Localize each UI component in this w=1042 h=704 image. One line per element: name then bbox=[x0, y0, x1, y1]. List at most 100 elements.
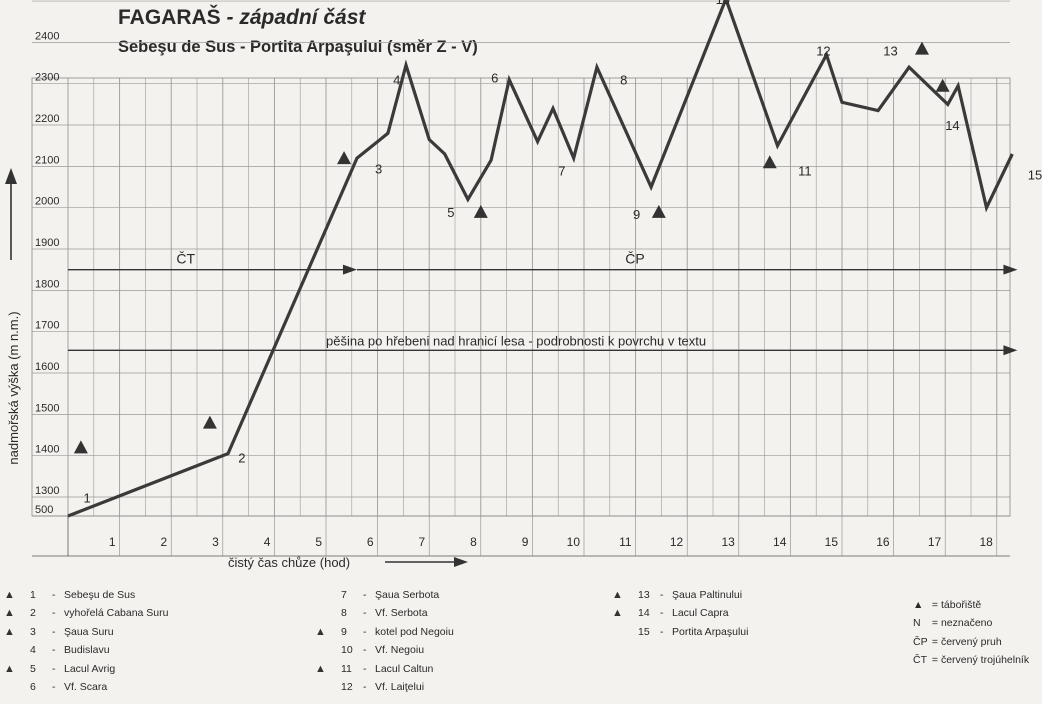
campsite-markers bbox=[73, 41, 950, 454]
legend-number: 9 bbox=[341, 625, 347, 638]
route-marker-label: ČT bbox=[176, 251, 195, 267]
x-tick-label: 2 bbox=[161, 535, 168, 549]
legend-dash: - bbox=[52, 607, 56, 620]
key-text: = tábořiště bbox=[929, 599, 982, 611]
key-symbol: ČT bbox=[913, 654, 927, 667]
y-tick-label: 2300 bbox=[35, 72, 59, 84]
path-note-arrowhead bbox=[1003, 345, 1018, 356]
key-item: ČP = červený pruh bbox=[913, 633, 1029, 651]
x-tick-label: 6 bbox=[367, 535, 374, 549]
x-tick-label: 5 bbox=[315, 535, 322, 549]
key-item: N = neznačeno bbox=[913, 614, 1029, 632]
chart-axes: nadmořská výška (m n.m.) čistý čas chůze … bbox=[5, 168, 1010, 570]
waypoint-label: 12 bbox=[816, 44, 830, 59]
campsite-icon: ▲ bbox=[612, 589, 623, 601]
legend-dash: - bbox=[363, 662, 367, 675]
campsite-triangle bbox=[202, 415, 217, 429]
x-tick-label: 11 bbox=[619, 535, 632, 549]
x-tick-label: 15 bbox=[825, 535, 839, 549]
x-tick-label: 10 bbox=[567, 535, 581, 549]
key-text: = červený trojúhelník bbox=[929, 654, 1030, 667]
legend-name: vyhořelá Cabana Suru bbox=[64, 607, 169, 620]
legend-name: Budislavu bbox=[64, 644, 110, 657]
title-rest: - západní část bbox=[220, 6, 366, 29]
x-tick-label: 4 bbox=[264, 535, 271, 549]
waypoint-label: 1 bbox=[83, 490, 90, 505]
legend-dash: - bbox=[660, 625, 664, 638]
campsite-triangle bbox=[473, 204, 488, 218]
legend-name: Şaua Suru bbox=[64, 625, 114, 638]
y-tick-label: 1500 bbox=[35, 402, 59, 414]
legend-number: 6 bbox=[30, 680, 36, 693]
y-axis-label: nadmořská výška (m n.m.) bbox=[6, 311, 21, 464]
x-tick-label: 13 bbox=[721, 535, 735, 549]
campsite-icon: ▲ bbox=[315, 662, 326, 675]
waypoint-label: 11 bbox=[798, 163, 812, 178]
elevation-profile bbox=[67, 0, 1014, 518]
waypoint-label: 14 bbox=[945, 118, 959, 133]
waypoint-label: 10 bbox=[716, 0, 730, 7]
legend-number: 8 bbox=[341, 607, 347, 620]
legend-dash: - bbox=[363, 644, 367, 657]
campsite-icon: ▲ bbox=[4, 607, 15, 620]
legend-name: Şaua Serbota bbox=[375, 589, 440, 601]
campsite-icon: ▲ bbox=[4, 625, 15, 638]
campsite-triangle bbox=[914, 41, 929, 55]
legend-dash: - bbox=[52, 644, 56, 657]
y-tick-label: 2100 bbox=[35, 154, 59, 166]
legend-number: 13 bbox=[638, 589, 650, 601]
symbol-key: ▲ = tábořiště N = neznačeno ČP = červený p… bbox=[913, 596, 1029, 670]
waypoint-label: 4 bbox=[393, 73, 400, 88]
legend-name: Vf. Laiţelui bbox=[375, 680, 425, 693]
key-symbol: ▲ bbox=[913, 599, 924, 611]
waypoint-label: 5 bbox=[447, 205, 454, 220]
y-tick-label: 1800 bbox=[35, 278, 59, 290]
legend-number: 15 bbox=[638, 625, 650, 638]
legend-name: Sebeşu de Sus bbox=[64, 589, 136, 601]
legend-number: 7 bbox=[341, 589, 347, 601]
key-text: = neznačeno bbox=[929, 617, 993, 630]
route-marker-label: ČP bbox=[625, 251, 644, 267]
campsite-triangle bbox=[762, 155, 777, 169]
waypoint-label: 15 bbox=[1028, 168, 1042, 183]
x-tick-label: 9 bbox=[522, 535, 529, 549]
campsite-triangle bbox=[651, 204, 666, 218]
y-tick-label: 2500 bbox=[35, 0, 59, 1]
campsite-triangle bbox=[73, 440, 88, 454]
y-tick-label: 500 bbox=[35, 504, 53, 516]
waypoint-label: 9 bbox=[633, 207, 640, 222]
x-tick-label: 12 bbox=[670, 535, 684, 549]
x-axis-label: čistý čas chůze (hod) bbox=[228, 555, 350, 570]
legend-name: Vf. Scara bbox=[64, 680, 108, 693]
y-tick-label: 1700 bbox=[35, 320, 59, 332]
legend-number: 12 bbox=[341, 680, 353, 693]
legend-dash: - bbox=[52, 589, 56, 601]
key-text: = červený pruh bbox=[929, 635, 1002, 648]
campsite-icon: ▲ bbox=[4, 589, 15, 601]
legend-dash: - bbox=[363, 607, 367, 620]
y-tick-label: 2000 bbox=[35, 196, 59, 208]
legend-number: 4 bbox=[30, 644, 36, 657]
legend-number: 3 bbox=[30, 625, 36, 638]
x-tick-label: 1 bbox=[109, 535, 116, 549]
elevation-line bbox=[67, 0, 1014, 518]
legend-number: 14 bbox=[638, 607, 650, 620]
x-tick-label: 8 bbox=[470, 535, 477, 549]
campsite-triangle bbox=[337, 151, 352, 165]
x-tick-label: 7 bbox=[419, 535, 426, 549]
path-note-label: pěšina po hřebeni nad hranicí lesa - pod… bbox=[326, 333, 706, 348]
y-tick-label: 1300 bbox=[35, 485, 59, 497]
key-item: ▲ = tábořiště bbox=[913, 596, 1029, 614]
x-tick-label: 3 bbox=[212, 535, 219, 549]
x-axis-arrow-head bbox=[454, 557, 468, 567]
page-title: FAGARAŠ - západní část bbox=[118, 6, 365, 30]
waypoint-label: 8 bbox=[620, 73, 627, 88]
waypoint-label: 3 bbox=[375, 161, 382, 176]
waypoint-label: 13 bbox=[883, 44, 897, 59]
waypoint-label: 6 bbox=[491, 71, 498, 86]
y-tick-label: 1900 bbox=[35, 237, 59, 249]
legend-number: 2 bbox=[30, 607, 36, 620]
y-tick-label: 1400 bbox=[35, 444, 59, 456]
legend-number: 10 bbox=[341, 644, 353, 657]
